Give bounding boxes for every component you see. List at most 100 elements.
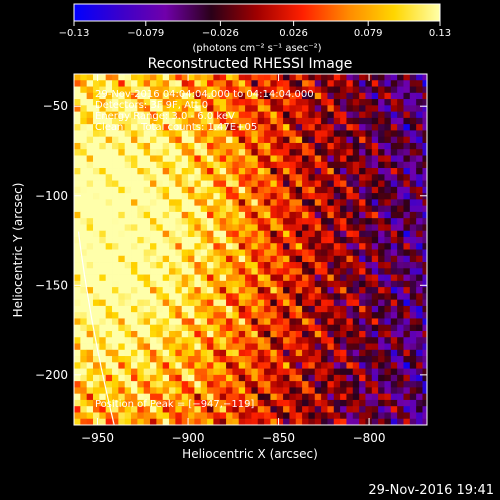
heatmap-cell (200, 211, 208, 219)
heatmap-cell (340, 236, 347, 244)
heatmap-cell (409, 299, 417, 307)
heatmap-cell (308, 393, 316, 401)
heatmap-cell (416, 161, 423, 169)
heatmap-cell (86, 99, 94, 106)
heatmap-cell (276, 337, 284, 344)
heatmap-cell (175, 268, 183, 275)
heatmap-cell (194, 305, 202, 313)
heatmap-cell (359, 136, 366, 144)
heatmap-cell (194, 149, 202, 156)
heatmap-cell (245, 337, 252, 344)
heatmap-cell (93, 330, 100, 338)
heatmap-cell (409, 111, 417, 119)
heatmap-cell (346, 356, 354, 363)
heatmap-cell (321, 287, 328, 294)
heatmap-cell (365, 268, 373, 275)
heatmap-cell (308, 299, 316, 307)
heatmap-cell (118, 343, 126, 351)
heatmap-cell (327, 80, 335, 87)
heatmap-cell (289, 287, 297, 294)
heatmap-cell (264, 99, 271, 106)
heatmap-cell (86, 161, 94, 169)
heatmap-cell (283, 149, 290, 156)
heatmap-cell (99, 299, 107, 307)
heatmap-cell (352, 199, 360, 207)
heatmap-cell (270, 74, 278, 81)
heatmap-cell (308, 186, 316, 194)
heatmap-cell (378, 268, 385, 275)
heatmap-cell (232, 243, 240, 250)
heatmap-cell (226, 236, 233, 244)
heatmap-cell (232, 312, 240, 319)
heatmap-cell (99, 330, 107, 338)
heatmap-cell (156, 262, 164, 269)
heatmap-cell (194, 136, 202, 144)
heatmap-cell (264, 193, 271, 200)
heatmap-cell (112, 99, 119, 106)
heatmap-cell (181, 280, 189, 288)
heatmap-cell (188, 230, 195, 238)
heatmap-cell (251, 406, 259, 413)
heatmap-cell (175, 155, 183, 163)
heatmap-cell (207, 105, 214, 113)
heatmap-cell (175, 337, 183, 344)
heatmap-cell (409, 136, 417, 144)
heatmap-cell (346, 99, 354, 106)
heatmap-cell (219, 80, 227, 87)
heatmap-cell (403, 111, 411, 119)
heatmap-cell (80, 243, 88, 250)
heatmap-cell (207, 287, 214, 294)
heatmap-cell (270, 224, 278, 232)
heatmap-cell (352, 387, 360, 395)
heatmap-cell (314, 230, 322, 238)
heatmap-cell (232, 343, 240, 351)
heatmap-cell (99, 249, 107, 257)
heatmap-cell (175, 105, 183, 113)
heatmap-cell (80, 362, 88, 369)
heatmap-cell (384, 412, 392, 420)
heatmap-cell (333, 117, 341, 125)
heatmap-cell (251, 155, 259, 163)
heatmap-cell (200, 399, 208, 407)
heatmap-cell (124, 236, 132, 244)
heatmap-cell (169, 324, 176, 332)
heatmap-cell (409, 362, 417, 369)
heatmap-cell (175, 130, 183, 138)
heatmap-cell (359, 274, 366, 282)
heatmap-cell (390, 155, 398, 163)
heatmap-cell (289, 117, 297, 125)
heatmap-cell (99, 168, 107, 175)
heatmap-cell (403, 249, 411, 257)
heatmap-cell (378, 224, 385, 232)
heatmap-cell (232, 387, 240, 395)
heatmap-cell (283, 111, 290, 119)
heatmap-cell (302, 111, 309, 119)
heatmap-cell (156, 224, 164, 232)
heatmap-cell (371, 381, 379, 388)
heatmap-cell (181, 406, 189, 413)
heatmap-cell (124, 124, 132, 131)
heatmap-cell (207, 168, 214, 175)
heatmap-cell (378, 305, 385, 313)
heatmap-cell (321, 312, 328, 319)
heatmap-cell (308, 230, 316, 238)
heatmap-cell (359, 324, 366, 332)
heatmap-cell (340, 180, 347, 188)
heatmap-cell (200, 255, 208, 263)
heatmap-cell (74, 312, 81, 319)
heatmap-cell (384, 249, 392, 257)
heatmap-cell (390, 199, 398, 207)
heatmap-cell (371, 255, 379, 263)
heatmap-cell (340, 117, 347, 125)
heatmap-cell (321, 186, 328, 194)
heatmap-cell (314, 349, 322, 357)
heatmap-cell (118, 406, 126, 413)
heatmap-cell (181, 180, 189, 188)
y-tick-label: −150 (35, 278, 68, 292)
heatmap-cell (264, 105, 271, 113)
heatmap-cell (124, 218, 132, 225)
heatmap-cell (219, 211, 227, 219)
heatmap-cell (308, 80, 316, 87)
heatmap-cell (188, 330, 195, 338)
heatmap-cell (245, 368, 252, 376)
